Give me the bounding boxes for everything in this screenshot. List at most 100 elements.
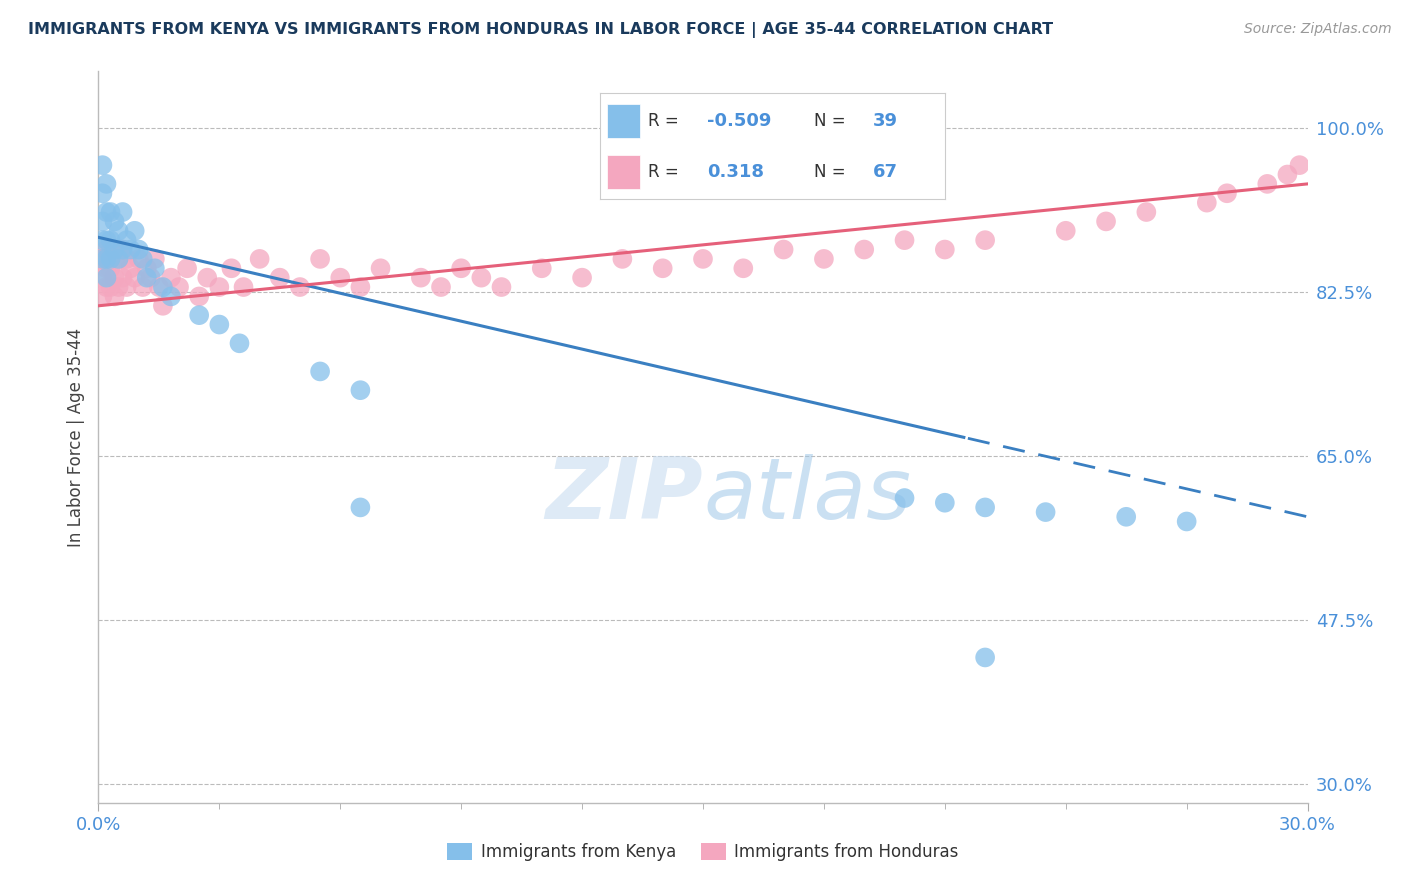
Point [1115, 509, 1137, 524]
Point [349, 383, 371, 397]
Point [974, 650, 997, 665]
Point [120, 261, 142, 276]
Point [100, 280, 122, 294]
Point [96, 280, 118, 294]
Point [100, 243, 122, 257]
Point [1216, 186, 1239, 201]
Point [160, 270, 183, 285]
Point [100, 252, 122, 266]
Point [934, 496, 956, 510]
Point [893, 491, 915, 505]
Point [195, 270, 218, 285]
Point [349, 280, 371, 294]
Point [329, 270, 352, 285]
Text: ZIP: ZIP [546, 454, 703, 537]
Point [91, 270, 114, 285]
Point [232, 280, 254, 294]
Point [188, 308, 211, 322]
Point [124, 224, 146, 238]
Point [612, 252, 634, 266]
Point [91, 289, 114, 303]
Point [96, 233, 118, 247]
Point [1135, 205, 1157, 219]
Point [772, 243, 794, 257]
Point [132, 280, 155, 294]
Point [813, 252, 835, 266]
Point [571, 270, 593, 285]
Point [143, 261, 166, 276]
Point [409, 270, 432, 285]
Point [96, 177, 118, 191]
Point [115, 233, 138, 247]
Point [135, 270, 157, 285]
Point [1195, 195, 1218, 210]
Point [128, 243, 150, 257]
Point [111, 205, 134, 219]
Point [288, 280, 311, 294]
Point [309, 364, 332, 378]
Point [96, 261, 118, 276]
Point [1256, 177, 1278, 191]
Point [974, 500, 997, 515]
Point [853, 243, 876, 257]
Point [974, 233, 997, 247]
Point [733, 261, 755, 276]
Point [91, 252, 114, 266]
Point [128, 252, 150, 266]
Point [96, 270, 118, 285]
Point [139, 270, 162, 285]
Point [309, 252, 332, 266]
Point [103, 243, 125, 257]
Point [934, 243, 956, 257]
Point [111, 270, 134, 285]
Point [107, 224, 129, 238]
Point [188, 289, 211, 303]
Point [228, 336, 250, 351]
Point [1054, 224, 1077, 238]
Point [491, 280, 513, 294]
Point [143, 252, 166, 266]
Text: atlas: atlas [703, 454, 911, 537]
Point [91, 252, 114, 266]
Point [103, 243, 125, 257]
Point [1095, 214, 1118, 228]
Point [370, 261, 392, 276]
Point [91, 214, 114, 228]
Point [176, 261, 198, 276]
Point [135, 261, 157, 276]
Point [1277, 168, 1299, 182]
Point [111, 243, 134, 257]
Text: IMMIGRANTS FROM KENYA VS IMMIGRANTS FROM HONDURAS IN LABOR FORCE | AGE 35-44 COR: IMMIGRANTS FROM KENYA VS IMMIGRANTS FROM… [28, 22, 1053, 38]
Point [107, 280, 129, 294]
Point [692, 252, 714, 266]
Point [103, 270, 125, 285]
Point [221, 261, 243, 276]
Point [1035, 505, 1057, 519]
Point [107, 252, 129, 266]
Legend: Immigrants from Kenya, Immigrants from Honduras: Immigrants from Kenya, Immigrants from H… [440, 836, 966, 868]
Point [470, 270, 492, 285]
Point [96, 252, 118, 266]
Point [100, 205, 122, 219]
Point [249, 252, 271, 266]
Point [651, 261, 673, 276]
Y-axis label: In Labor Force | Age 35-44: In Labor Force | Age 35-44 [66, 327, 84, 547]
Point [160, 289, 183, 303]
Point [103, 289, 125, 303]
Point [120, 243, 142, 257]
Point [100, 233, 122, 247]
Point [132, 252, 155, 266]
Point [349, 500, 371, 515]
Point [96, 243, 118, 257]
Point [115, 280, 138, 294]
Point [91, 233, 114, 247]
Point [167, 280, 190, 294]
Point [148, 280, 170, 294]
Point [269, 270, 291, 285]
Text: Source: ZipAtlas.com: Source: ZipAtlas.com [1244, 22, 1392, 37]
Point [152, 299, 174, 313]
Point [100, 261, 122, 276]
Point [115, 252, 138, 266]
Point [430, 280, 453, 294]
Point [893, 233, 915, 247]
